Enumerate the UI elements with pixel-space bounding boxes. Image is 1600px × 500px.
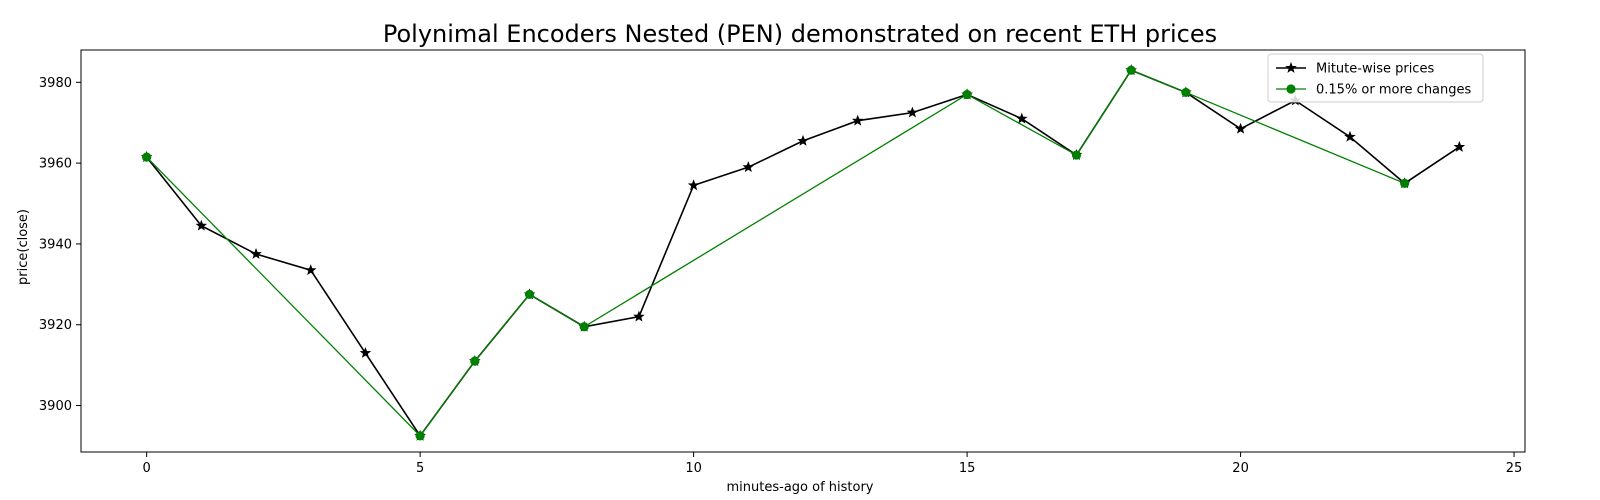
legend: Mitute-wise prices 0.15% or more changes	[1267, 53, 1484, 103]
series-line	[146, 69, 1405, 437]
data-point	[1126, 65, 1136, 75]
data-point	[415, 431, 425, 441]
series-minute-wise-prices	[140, 64, 1466, 441]
data-point	[1181, 87, 1191, 98]
data-point	[742, 161, 755, 173]
y-tick-label: 3980	[39, 76, 72, 91]
y-tick-label: 3940	[39, 237, 72, 252]
legend-box	[1267, 53, 1484, 103]
x-tick-label: 20	[1232, 461, 1249, 476]
data-point	[906, 106, 919, 118]
data-point	[524, 289, 535, 300]
x-axis: 0 5 10 15 20 25	[142, 452, 1522, 476]
data-point	[1400, 178, 1410, 188]
data-point	[633, 310, 645, 322]
data-point	[579, 322, 589, 332]
data-point	[1016, 112, 1028, 124]
data-point	[142, 152, 152, 162]
data-point	[250, 247, 262, 259]
plot-area	[80, 49, 1526, 453]
series-line	[146, 69, 1460, 438]
series-layer	[140, 64, 1466, 441]
data-point	[470, 356, 480, 366]
data-point	[962, 89, 972, 100]
x-tick-label: 10	[685, 461, 702, 476]
data-point	[359, 346, 372, 358]
star-marker-icon	[1285, 61, 1297, 73]
y-tick-label: 3900	[39, 399, 72, 414]
x-tick-label: 5	[416, 461, 424, 476]
legend-entry: 0.15% or more changes	[1276, 83, 1472, 98]
x-tick-label: 0	[142, 461, 150, 476]
data-point	[687, 179, 700, 191]
y-tick-label: 3920	[39, 318, 72, 333]
x-tick-label: 25	[1506, 461, 1523, 476]
data-point	[851, 114, 864, 126]
data-point	[304, 264, 317, 276]
data-point	[797, 134, 809, 146]
data-point	[1344, 130, 1356, 142]
legend-label: 0.15% or more changes	[1316, 83, 1472, 98]
y-axis-label: price(close)	[16, 209, 31, 285]
data-point	[195, 219, 208, 231]
x-axis-label: minutes-ago of history	[727, 480, 874, 495]
legend-label: Mitute-wise prices	[1316, 62, 1434, 77]
chart-title: Polynimal Encoders Nested (PEN) demonstr…	[383, 20, 1217, 48]
data-point	[1071, 150, 1082, 160]
data-point	[1234, 122, 1247, 134]
data-point	[1453, 140, 1466, 152]
plot-frame	[80, 49, 1526, 453]
x-tick-label: 15	[959, 461, 976, 476]
circle-marker-icon	[1286, 84, 1296, 94]
y-tick-label: 3960	[39, 157, 72, 172]
y-axis: 3900 3920 3940 3960 3980	[39, 76, 81, 414]
series-significant-changes	[142, 65, 1410, 441]
legend-entry: Mitute-wise prices	[1276, 62, 1434, 77]
